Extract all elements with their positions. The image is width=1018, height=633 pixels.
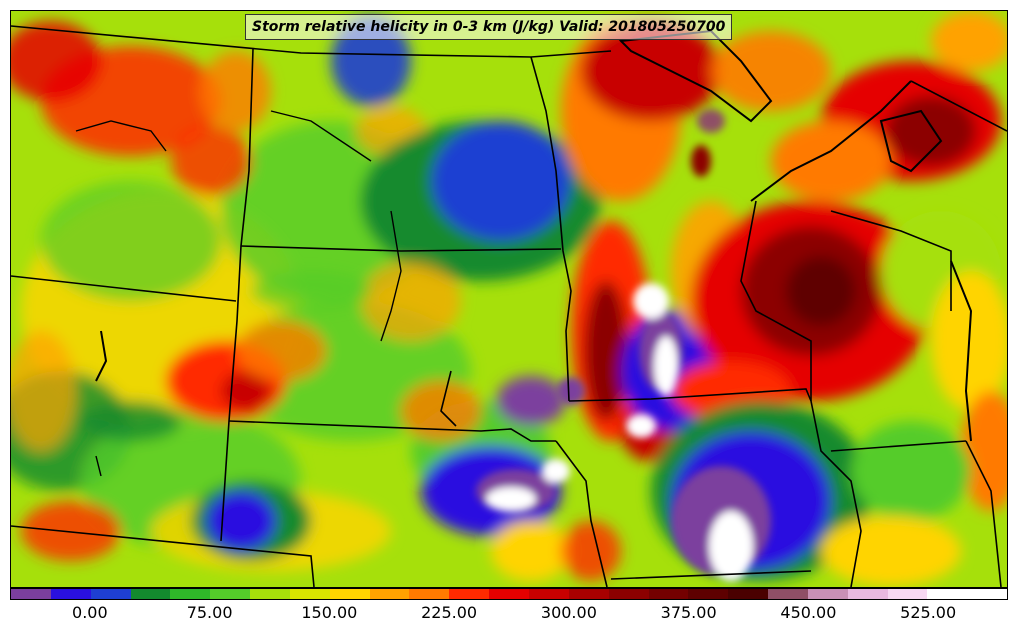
colorbar-segment [927,589,968,599]
colorbar-segment [210,589,251,599]
colorbar-segment [50,589,91,599]
colorbar-segment [409,589,450,599]
colorbar-segment [489,589,529,599]
colorbar-tick-label: 375.00 [660,603,717,622]
colorbar-segment [648,589,689,599]
colorbar-segment [90,589,131,599]
colorbar-tick-label: 75.00 [186,603,233,622]
colorbar-tick-label: 150.00 [301,603,358,622]
colorbar-segment [807,589,848,599]
colorbar-segment [887,589,928,599]
colorbar-segment [528,589,569,599]
map-panel [10,10,1008,588]
lake-outlines [95,29,973,442]
colorbar-tick-label: 0.00 [72,603,108,622]
colorbar-segment [250,589,290,599]
helicity-map [11,11,1007,587]
colorbar-segment [847,589,888,599]
colorbar-segment [11,589,51,599]
colorbar [10,588,1008,600]
colorbar-segment [170,589,211,599]
colorbar-segment [289,589,330,599]
map-title: Storm relative helicity in 0-3 km (J/kg)… [245,14,733,40]
colorbar-tick-label: 450.00 [780,603,837,622]
colorbar-segment [568,589,609,599]
state-borders [11,25,1007,587]
colorbar-segment [329,589,370,599]
colorbar-segment [688,589,729,599]
rivers [75,110,402,477]
colorbar-tick-label: 300.00 [540,603,597,622]
colorbar-segment [369,589,410,599]
colorbar-segment [130,589,171,599]
colorbar-segment [449,589,490,599]
colorbar-segment [608,589,649,599]
colorbar-segment [967,589,1008,599]
helicity-field [11,11,1007,587]
colorbar-segment [768,589,808,599]
colorbar-tick-label: 225.00 [421,603,478,622]
colorbar-segment [728,589,769,599]
colorbar-tick-label: 525.00 [900,603,957,622]
colorbar-labels: 0.00 75.00 150.00 225.00 300.00 375.00 450.00 5… [10,601,1008,627]
